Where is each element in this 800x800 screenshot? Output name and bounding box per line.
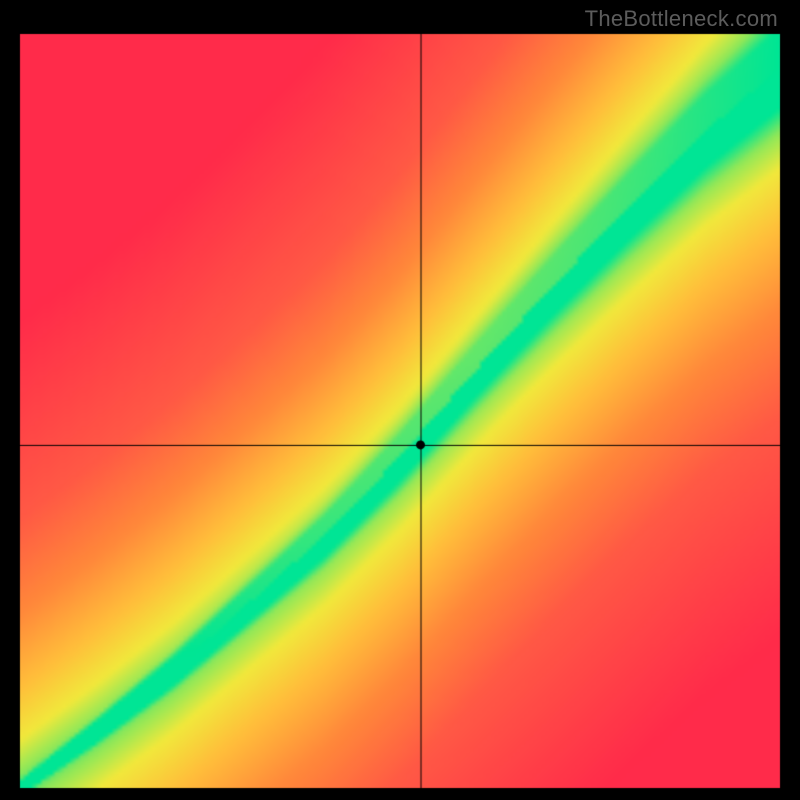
watermark-text: TheBottleneck.com [585,6,778,32]
bottleneck-heatmap [0,0,800,800]
